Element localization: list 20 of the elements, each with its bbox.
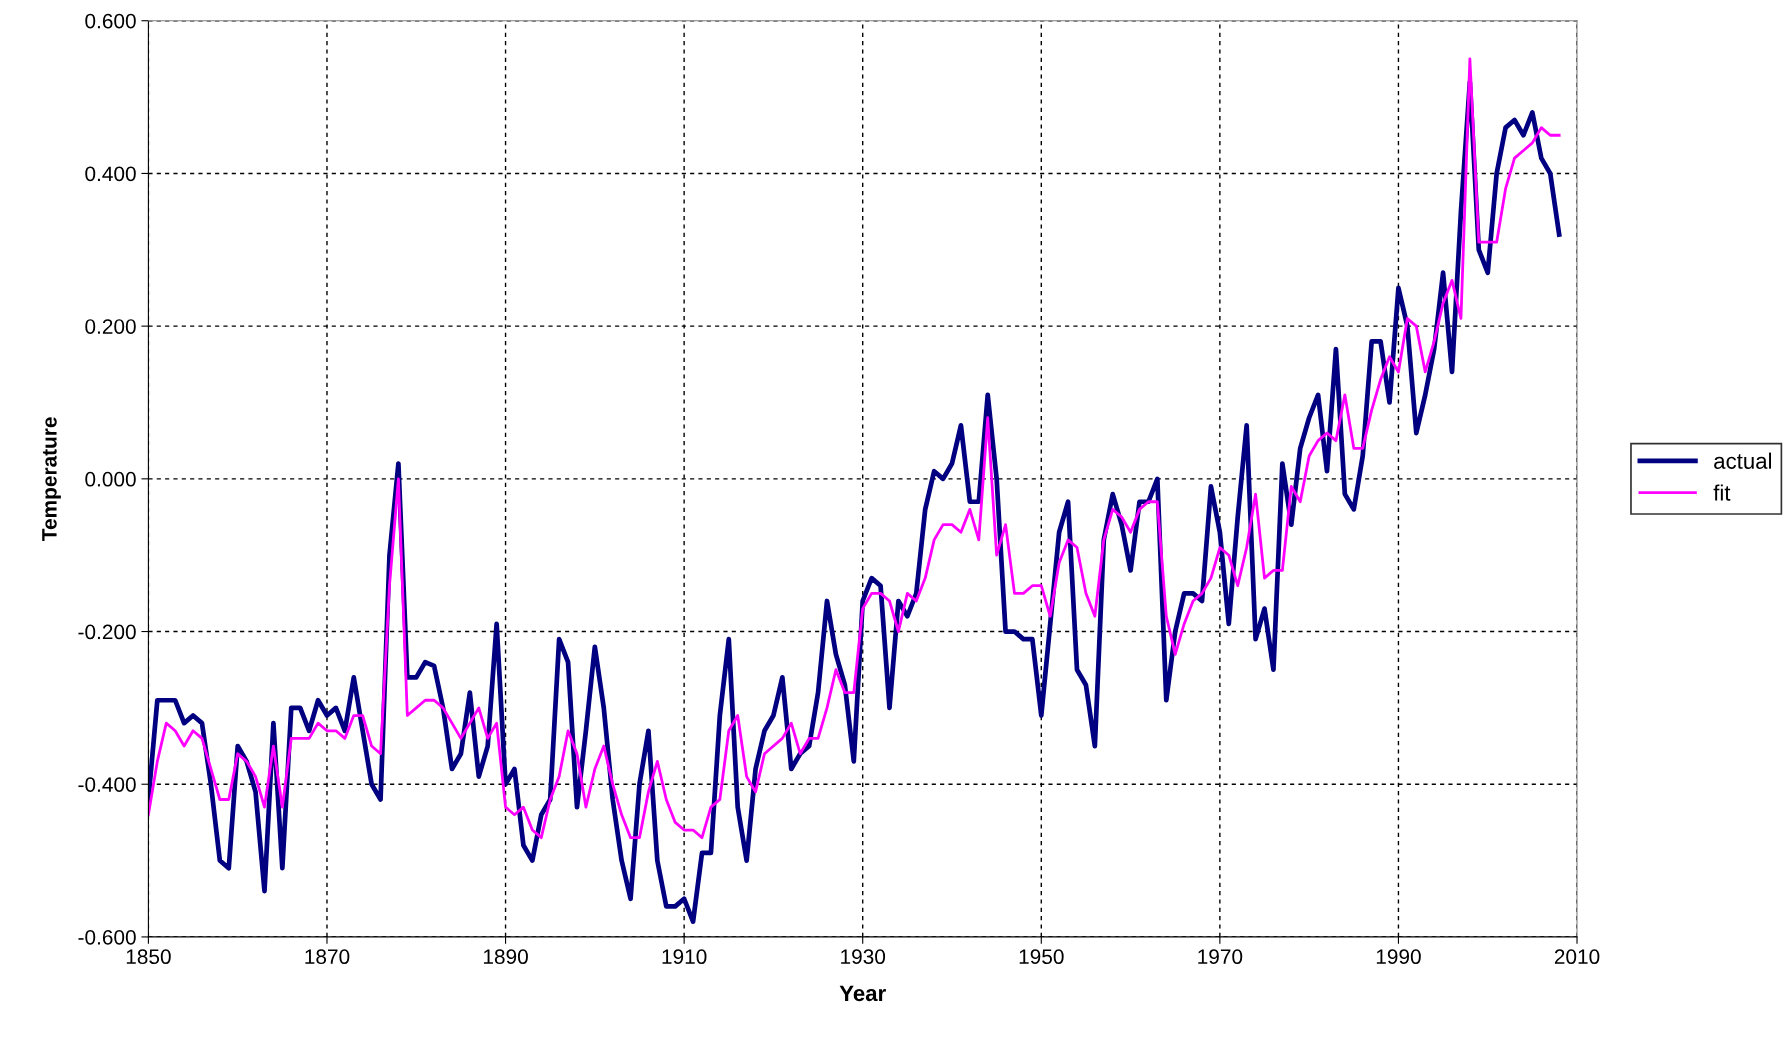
legend-label: fit xyxy=(1713,484,1731,501)
y-tick-label: -0.400 xyxy=(78,777,136,792)
legend-label: actual xyxy=(1714,452,1772,469)
x-tick-label: 1950 xyxy=(1019,949,1064,965)
x-tick-label: 1930 xyxy=(841,949,886,965)
x-axis-title: Year xyxy=(839,985,886,1002)
y-tick-label: 0.200 xyxy=(85,319,136,334)
x-tick-label: 1990 xyxy=(1376,949,1421,965)
y-tick-label: 0.400 xyxy=(85,166,136,182)
x-tick-label: 1970 xyxy=(1198,949,1243,965)
y-tick-label: -0.600 xyxy=(78,929,136,945)
x-tick-label: 2010 xyxy=(1554,949,1600,965)
x-tick-label: 1850 xyxy=(126,949,171,965)
y-tick-label: -0.200 xyxy=(78,624,136,640)
x-tick-label: 1890 xyxy=(483,949,528,965)
y-axis-title: Temperature xyxy=(42,417,61,541)
y-tick-label: 0.600 xyxy=(85,13,136,29)
y-tick-label: 0.000 xyxy=(85,471,136,487)
x-tick-label: 1910 xyxy=(662,949,707,965)
x-tick-label: 1870 xyxy=(305,949,350,965)
